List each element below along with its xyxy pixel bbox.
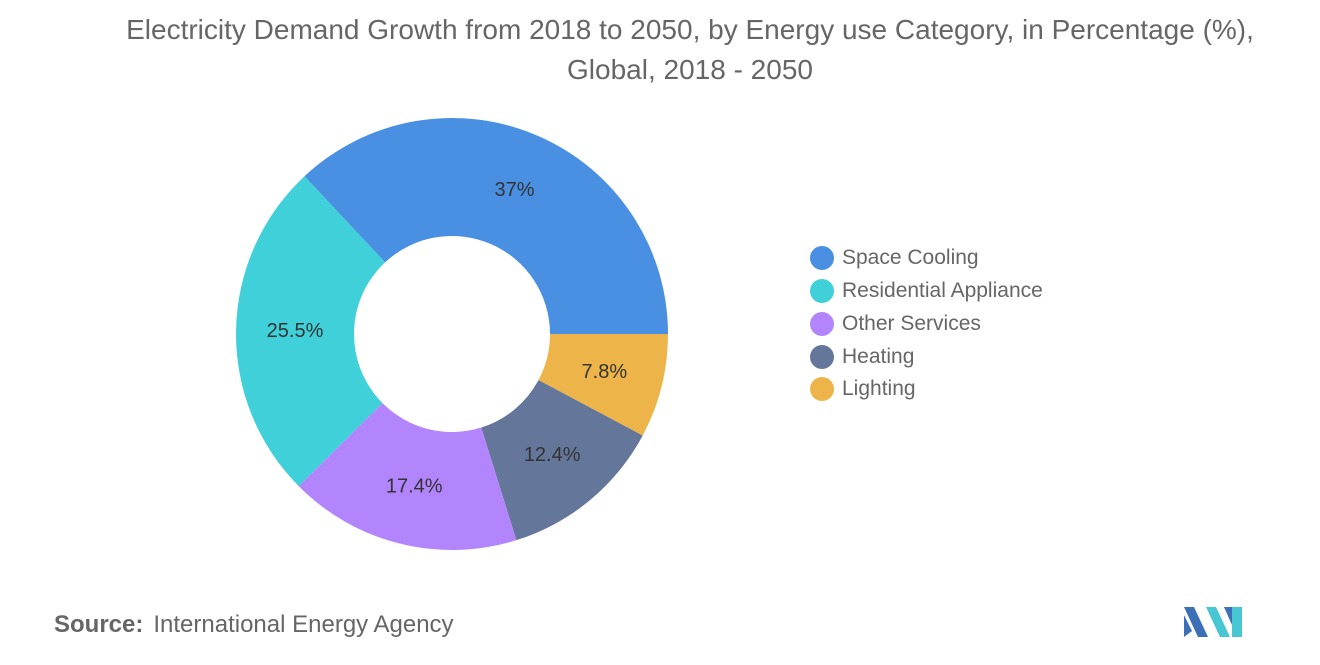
chart-title: Electricity Demand Growth from 2018 to 2… xyxy=(126,14,1254,85)
donut-labels: 37% 7.8% 12.4% 17.4% 25.5% xyxy=(267,179,628,497)
legend-label: Other Services xyxy=(842,311,981,335)
legend-swatch xyxy=(810,344,834,369)
slice-other-services[interactable] xyxy=(298,403,517,551)
legend-swatch xyxy=(810,279,834,304)
slice-heating[interactable] xyxy=(481,380,643,541)
source-label: Source: xyxy=(54,611,144,638)
slice-space-cooling[interactable] xyxy=(304,117,668,335)
legend-item-heating[interactable]: Heating xyxy=(810,340,1043,373)
legend-item-space-cooling[interactable]: Space Cooling xyxy=(810,242,1043,275)
legend-swatch xyxy=(810,246,834,271)
donut-slices xyxy=(236,117,668,551)
mordor-intelligence-logo-icon xyxy=(1184,607,1242,637)
data-label-residential-appliance: 25.5% xyxy=(267,320,324,342)
source-text: International Energy Agency xyxy=(153,611,454,638)
slice-lighting[interactable] xyxy=(538,334,668,436)
legend-swatch xyxy=(810,311,834,336)
legend-label: Heating xyxy=(842,344,915,368)
legend-label: Lighting xyxy=(842,377,916,401)
slice-residential-appliance[interactable] xyxy=(236,176,386,487)
source-note: Source: International Energy Agency xyxy=(54,611,454,639)
data-label-other-services: 17.4% xyxy=(386,475,443,497)
legend-label: Space Cooling xyxy=(842,246,979,270)
chart-legend: Space Cooling Residential Appliance Othe… xyxy=(810,242,1043,406)
legend-label: Residential Appliance xyxy=(842,279,1043,303)
data-label-lighting: 7.8% xyxy=(582,361,628,383)
data-label-heating: 12.4% xyxy=(524,444,581,466)
data-label-space-cooling: 37% xyxy=(495,179,535,201)
legend-swatch xyxy=(810,377,834,402)
legend-item-residential-appliance[interactable]: Residential Appliance xyxy=(810,275,1043,308)
legend-item-lighting[interactable]: Lighting xyxy=(810,373,1043,406)
legend-item-other-services[interactable]: Other Services xyxy=(810,308,1043,341)
